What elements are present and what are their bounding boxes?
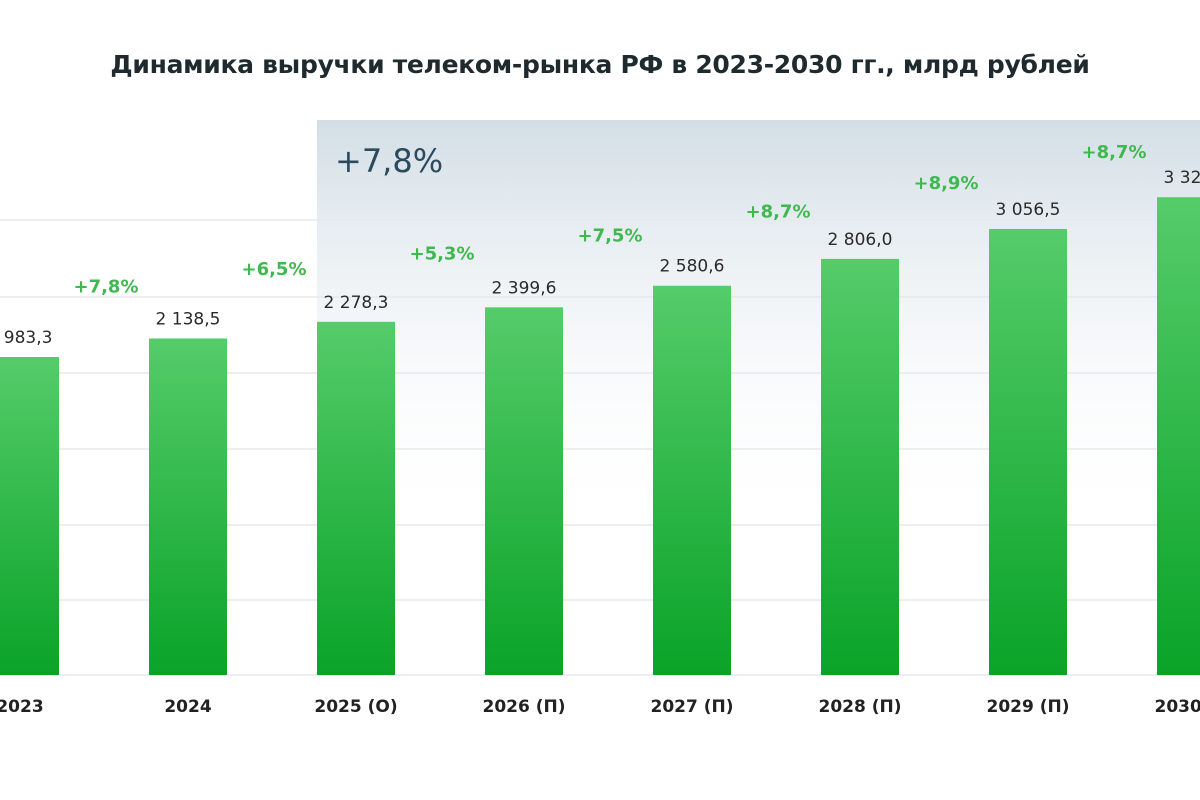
category-label: 2025 (О) (314, 697, 397, 717)
category-label: 2026 (П) (483, 697, 566, 717)
growth-label: +8,7% (745, 201, 810, 222)
category-label: 2024 (164, 697, 211, 717)
value-label: 3 322,4 (1164, 168, 1200, 188)
value-label: 2 806,0 (828, 230, 893, 250)
value-label: 1 983,3 (0, 328, 52, 348)
bar (485, 307, 563, 675)
category-label: 2028 (П) (819, 697, 902, 717)
category-label: 2030 (П) (1155, 697, 1200, 717)
bar (0, 357, 59, 675)
growth-label: +5,3% (409, 244, 474, 265)
category-label: 2027 (П) (651, 697, 734, 717)
growth-label: +6,5% (241, 259, 306, 280)
category-label: 2029 (П) (987, 697, 1070, 717)
value-label: 2 399,6 (492, 278, 557, 298)
highlight-cagr-label: +7,8% (335, 142, 443, 180)
bar (821, 258, 899, 675)
bar (149, 338, 227, 675)
value-label: 2 278,3 (324, 293, 389, 313)
chart-title: Динамика выручки телеком-рынка РФ в 2023… (110, 50, 1090, 79)
bar (1157, 197, 1200, 676)
bar (317, 321, 395, 675)
growth-label: +8,7% (1081, 142, 1146, 163)
value-label: 3 056,5 (996, 200, 1061, 220)
value-label: 2 580,6 (660, 257, 725, 277)
growth-label: +7,5% (577, 226, 642, 247)
growth-label: +8,9% (913, 173, 978, 194)
bar (653, 285, 731, 675)
bar (989, 228, 1067, 676)
category-label: 2023 (0, 697, 44, 717)
growth-label: +7,8% (73, 277, 138, 298)
value-label: 2 138,5 (156, 309, 221, 329)
